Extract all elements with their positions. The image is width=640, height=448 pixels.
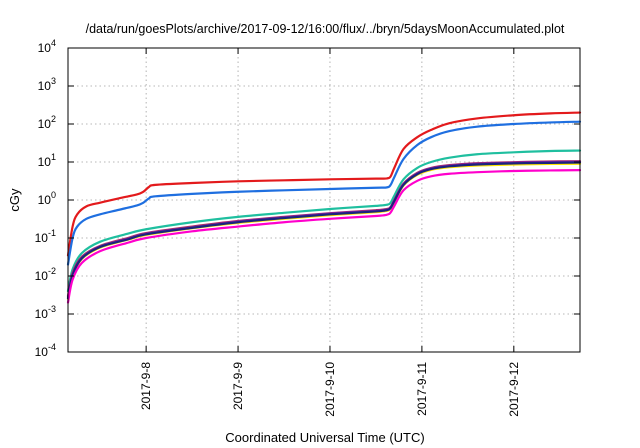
x-tick-label: 2017-9-10 [323,362,337,417]
y-tick-label: 100 [38,190,56,207]
series-line-8 [66,169,582,304]
series-line-2 [66,120,582,266]
x-tick-label: 2017-9-9 [231,362,245,410]
series-layer [66,111,582,304]
chart-title: /data/run/goesPlots/archive/2017-09-12/1… [86,22,565,36]
ticks-layer: 10-4 10-3 10-2 10-1 100 101 102 103 104 2017-9-8 2… [35,38,580,417]
x-tick-label: 2017-9-12 [507,362,521,417]
y-tick-label: 10-1 [35,228,56,245]
y-tick-label: 104 [38,38,56,55]
x-axis-label: Coordinated Universal Time (UTC) [225,430,424,445]
series-line-7 [66,161,582,300]
y-tick-label: 101 [38,152,56,169]
series-line-3 [66,149,582,293]
series-line-1 [66,111,582,257]
grid-layer [68,48,580,352]
y-tick-label: 10-3 [35,304,56,321]
y-tick-label: 102 [38,114,56,131]
y-tick-label: 10-4 [35,342,56,359]
x-tick-label: 2017-9-11 [415,362,429,416]
x-tick-label: 2017-9-8 [139,362,153,410]
y-tick-label: 103 [38,76,56,93]
series-line-4 [66,162,582,300]
y-axis-label: cGy [7,188,22,212]
y-tick-label: 10-2 [35,266,56,283]
